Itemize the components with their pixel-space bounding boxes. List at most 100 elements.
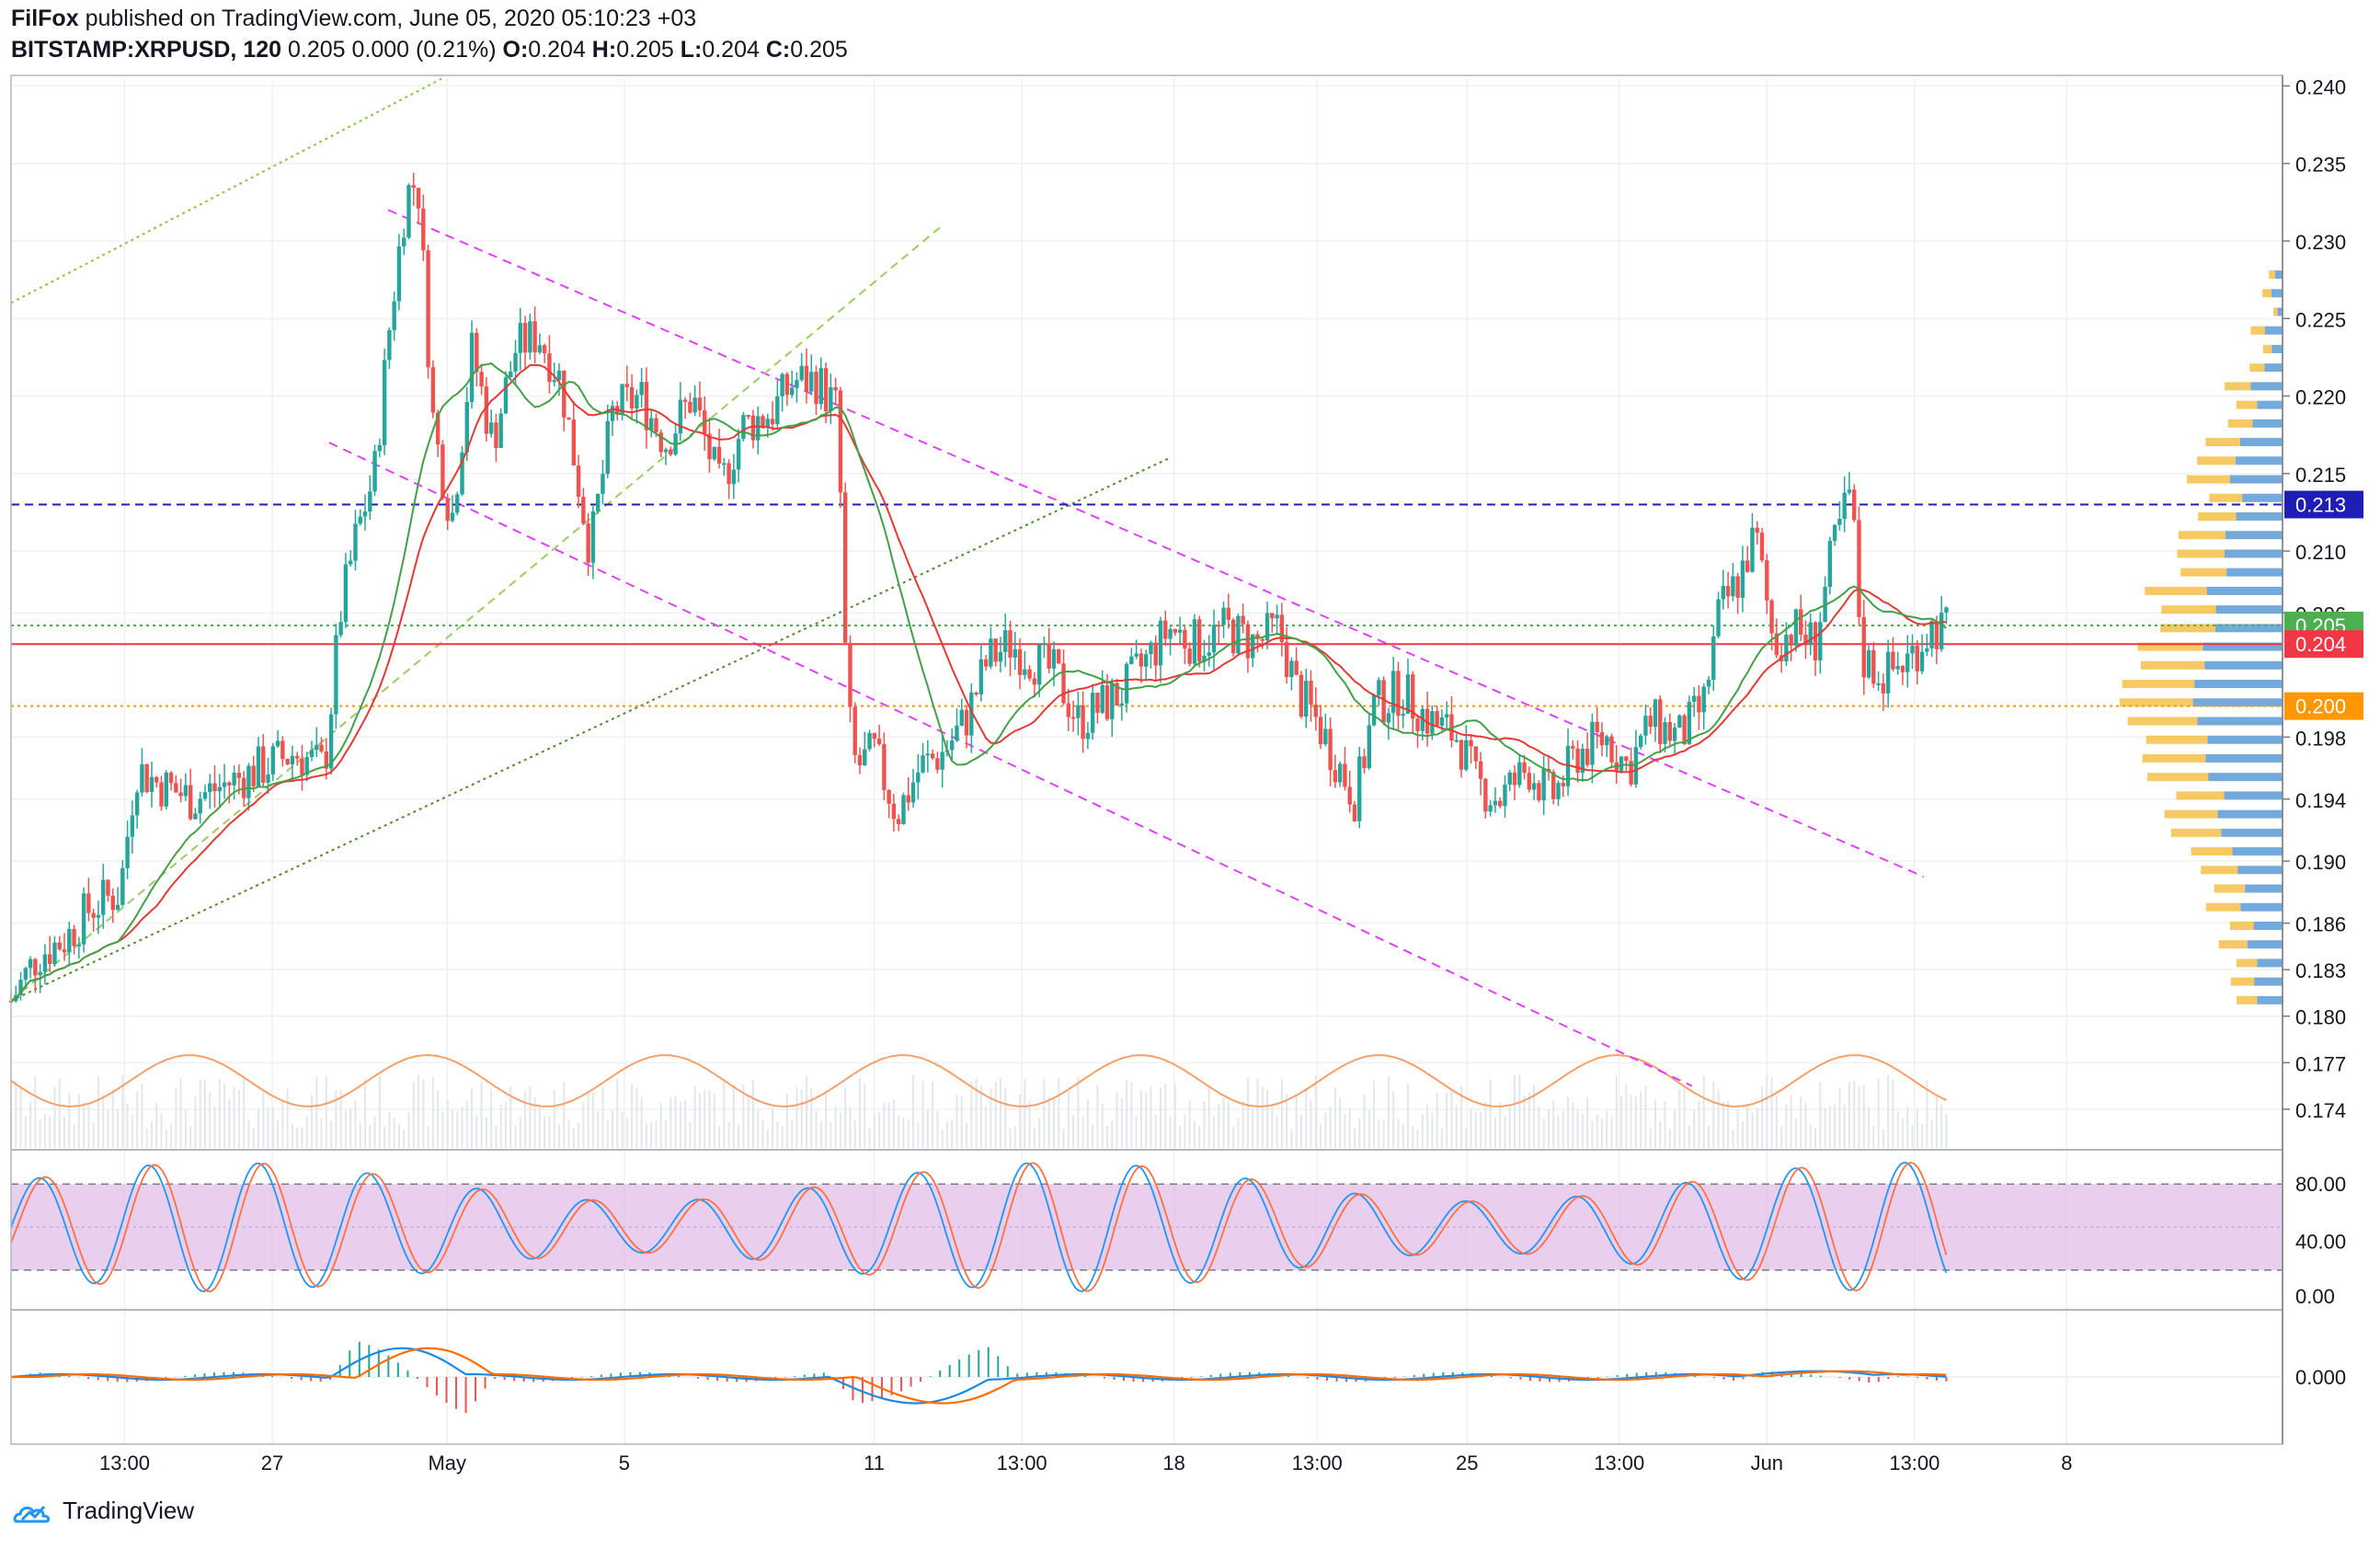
candle[interactable] <box>1808 622 1813 645</box>
candle[interactable] <box>842 492 848 643</box>
candle[interactable] <box>921 755 925 773</box>
candle[interactable] <box>1401 713 1405 717</box>
candle[interactable] <box>33 958 38 976</box>
candle[interactable] <box>1464 740 1469 770</box>
candle[interactable] <box>823 368 829 412</box>
candle[interactable] <box>1264 613 1270 641</box>
candle[interactable] <box>72 928 76 947</box>
candle[interactable] <box>1711 636 1716 680</box>
candle[interactable] <box>795 380 799 388</box>
author-name[interactable]: FilFox <box>11 6 79 31</box>
candle[interactable] <box>930 753 935 759</box>
candle[interactable] <box>741 415 746 440</box>
candle[interactable] <box>1217 625 1221 627</box>
candle[interactable] <box>746 415 750 418</box>
candle[interactable] <box>1061 663 1066 704</box>
candle[interactable] <box>756 416 761 441</box>
candle[interactable] <box>217 786 222 792</box>
candle[interactable] <box>387 329 392 361</box>
candle[interactable] <box>1454 740 1459 742</box>
candle[interactable] <box>328 714 334 769</box>
candle[interactable] <box>1706 679 1711 687</box>
candle[interactable] <box>1236 615 1241 654</box>
candle[interactable] <box>503 377 509 414</box>
candle[interactable] <box>120 867 125 905</box>
candle[interactable] <box>377 444 383 452</box>
candle[interactable] <box>324 751 329 769</box>
candle[interactable] <box>18 980 23 995</box>
candle[interactable] <box>81 893 86 945</box>
candle[interactable] <box>1085 732 1091 740</box>
candle[interactable] <box>349 560 353 565</box>
candle[interactable] <box>256 746 261 786</box>
candle[interactable] <box>178 792 183 797</box>
candle[interactable] <box>188 785 193 820</box>
candle[interactable] <box>406 185 411 238</box>
candle[interactable] <box>571 419 577 466</box>
candle[interactable] <box>1595 721 1599 733</box>
candle[interactable] <box>1910 646 1915 654</box>
candle[interactable] <box>566 417 571 420</box>
candle[interactable] <box>799 365 804 381</box>
candle[interactable] <box>1687 701 1692 744</box>
candle[interactable] <box>891 803 897 820</box>
candle[interactable] <box>610 406 615 421</box>
candle[interactable] <box>1153 642 1158 666</box>
candle[interactable] <box>1318 717 1323 745</box>
candle[interactable] <box>1337 763 1343 783</box>
candle[interactable] <box>1585 749 1590 765</box>
candle[interactable] <box>300 758 304 775</box>
candle[interactable] <box>149 776 154 792</box>
candle[interactable] <box>1304 681 1309 717</box>
candle[interactable] <box>775 396 780 425</box>
candle[interactable] <box>595 493 601 512</box>
candle[interactable] <box>1066 703 1070 717</box>
candle[interactable] <box>857 754 863 766</box>
candle[interactable] <box>1571 745 1575 749</box>
candle[interactable] <box>818 368 824 405</box>
candle[interactable] <box>1619 756 1624 771</box>
candle[interactable] <box>1522 762 1527 774</box>
candle[interactable] <box>1871 649 1876 684</box>
candle[interactable] <box>1648 716 1653 728</box>
candle[interactable] <box>1115 683 1119 706</box>
candle[interactable] <box>1323 729 1328 745</box>
candle[interactable] <box>159 782 164 807</box>
candle[interactable] <box>435 412 441 445</box>
candle[interactable] <box>712 446 716 460</box>
candle[interactable] <box>1541 768 1546 801</box>
candle[interactable] <box>193 813 198 820</box>
candle[interactable] <box>867 732 872 750</box>
candle[interactable] <box>552 380 556 383</box>
candle[interactable] <box>319 744 324 752</box>
candle[interactable] <box>464 402 469 453</box>
candle[interactable] <box>1289 660 1294 678</box>
macd-pane[interactable] <box>10 1341 2283 1414</box>
candle[interactable] <box>1439 717 1445 727</box>
candle[interactable] <box>67 928 72 953</box>
trend-line[interactable] <box>10 457 1171 1002</box>
candle[interactable] <box>1051 648 1057 669</box>
candle[interactable] <box>983 659 989 667</box>
candle[interactable] <box>1517 762 1522 786</box>
candle[interactable] <box>110 895 115 911</box>
candle[interactable] <box>586 523 590 563</box>
candle[interactable] <box>358 516 362 524</box>
candle[interactable] <box>1866 649 1871 678</box>
candle[interactable] <box>1211 625 1217 653</box>
candle[interactable] <box>484 386 489 434</box>
candle[interactable] <box>208 783 212 793</box>
candle[interactable] <box>669 449 673 455</box>
candle[interactable] <box>1177 629 1183 633</box>
candle[interactable] <box>663 449 669 453</box>
candle[interactable] <box>1735 576 1740 598</box>
candle[interactable] <box>537 345 543 353</box>
candle[interactable] <box>1531 783 1537 790</box>
candle[interactable] <box>1284 642 1289 678</box>
candle[interactable] <box>280 740 285 760</box>
candle[interactable] <box>275 740 280 747</box>
candle[interactable] <box>1333 770 1338 783</box>
candle[interactable] <box>1221 607 1226 625</box>
candle[interactable] <box>1881 683 1886 694</box>
candle[interactable] <box>940 752 944 770</box>
